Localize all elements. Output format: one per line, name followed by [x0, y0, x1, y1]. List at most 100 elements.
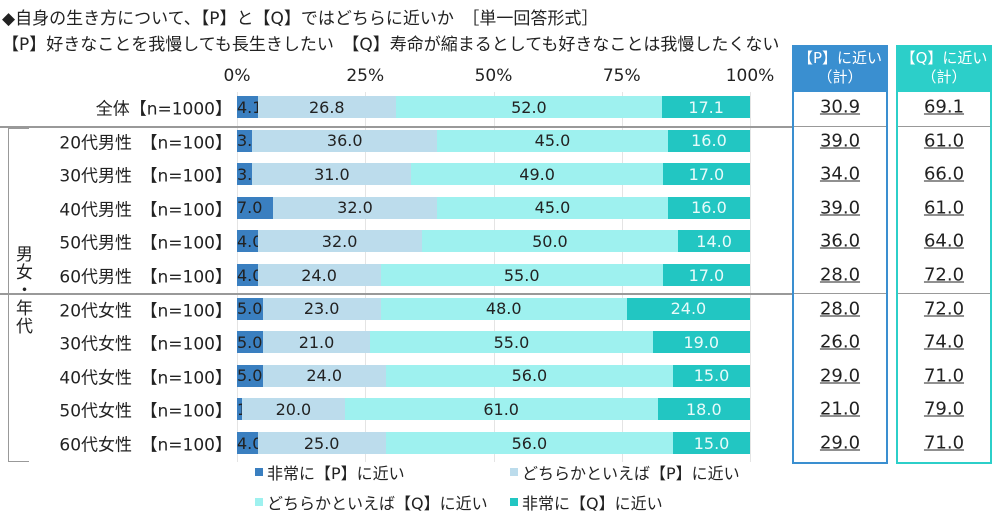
legend-label: どちらかといえば【P】に近い — [522, 464, 740, 483]
p-total-value: 39.0 — [819, 130, 861, 152]
bar-segment: 19.0 — [652, 331, 750, 354]
legend-swatch — [510, 468, 518, 476]
p-total-column: 【P】に近い （計） 30.9 39.0 34.0 39.0 36.0 28.0 28.0 26… — [792, 45, 888, 464]
bar-segment: 50.0 — [421, 230, 679, 253]
bar-segment: 56.0 — [385, 364, 674, 387]
category-label: 30代男性 【n=100】 — [59, 166, 232, 187]
bar-segment: 26.8 — [258, 96, 396, 118]
bar-segment: 20.0 — [242, 398, 345, 421]
group-bracket — [8, 128, 29, 462]
bar-segment: 56.0 — [385, 432, 674, 454]
bar-segment: 36.0 — [252, 129, 438, 152]
p-total-value: 26.0 — [819, 331, 861, 353]
p-header-line1: 【P】に近い — [797, 49, 883, 67]
q-total-value: 71.0 — [923, 432, 965, 454]
bar-segment: 4.0 — [237, 264, 263, 286]
cell-divider — [794, 126, 886, 127]
bar-segment: 24.0 — [257, 264, 381, 286]
p-header-line2: （計） — [817, 68, 863, 86]
category-label: 50代女性 【n=100】 — [59, 401, 232, 422]
bar-segment: 14.0 — [678, 230, 750, 253]
row-separator — [0, 126, 792, 128]
p-total-value: 36.0 — [819, 230, 861, 252]
q-total-value: 71.0 — [923, 365, 965, 387]
p-total-value: 28.0 — [819, 264, 861, 286]
bar-segment: 55.0 — [380, 264, 663, 286]
q-total-value: 61.0 — [923, 197, 965, 219]
bar-segment: 23.0 — [262, 297, 381, 320]
bar-segment: 4.0 — [237, 432, 263, 454]
cell-divider — [794, 293, 886, 294]
q-total-value: 74.0 — [923, 331, 965, 353]
category-label: 20代女性 【n=100】 — [59, 301, 232, 322]
cell-divider — [898, 126, 990, 127]
p-total-header: 【P】に近い （計） — [794, 47, 886, 92]
p-total-value: 30.9 — [819, 96, 861, 118]
q-total-value: 61.0 — [923, 130, 965, 152]
bar-segment: 5.0 — [237, 297, 263, 320]
chart-subtitle: 【P】好きなことを我慢しても長生きしたい 【Q】寿命が縮まるとしても好きなことは… — [2, 35, 780, 55]
x-tick-label: 25% — [346, 66, 385, 86]
bar-segment: 15.0 — [673, 432, 750, 454]
bar-segment: 24.0 — [262, 364, 386, 387]
bar-segment: 3.0 — [237, 129, 263, 152]
bar-segment: 5.0 — [237, 331, 263, 354]
bar-segment: 25.0 — [257, 432, 386, 454]
x-tick-label: 100% — [725, 66, 775, 86]
x-tick-label: 50% — [474, 66, 513, 86]
legend-item: どちらかといえば【P】に近い — [510, 460, 740, 484]
bar-segment: 16.0 — [667, 196, 750, 219]
legend-label: 非常に【P】に近い — [267, 464, 405, 483]
q-total-value: 72.0 — [923, 264, 965, 286]
legend-item: 非常に【P】に近い — [255, 460, 405, 484]
p-total-value: 21.0 — [819, 398, 861, 420]
legend-item: 非常に【Q】に近い — [510, 490, 663, 514]
bar-segment: 52.0 — [395, 96, 663, 118]
q-total-value: 64.0 — [923, 230, 965, 252]
legend-swatch — [510, 498, 518, 506]
legend-swatch — [255, 498, 263, 506]
q-total-value: 79.0 — [923, 398, 965, 420]
q-total-column: 【Q】に近い （計） 69.1 61.0 66.0 61.0 64.0 72.0 72.0 74… — [896, 45, 992, 464]
bar-segment: 4.0 — [237, 230, 263, 253]
category-label: 60代女性 【n=100】 — [59, 435, 232, 456]
group-label: 男女・年代 — [12, 245, 32, 335]
q-header-line2: （計） — [921, 68, 967, 86]
bar-segment: 7.0 — [237, 196, 273, 219]
cell-divider — [898, 293, 990, 294]
category-label: 30代女性 【n=100】 — [59, 334, 232, 355]
p-total-value: 39.0 — [819, 197, 861, 219]
bar-segment: 32.0 — [272, 196, 438, 219]
p-total-value: 34.0 — [819, 163, 861, 185]
category-label: 40代女性 【n=100】 — [59, 368, 232, 389]
x-tick-label: 0% — [223, 66, 251, 86]
x-tick-label: 75% — [602, 66, 641, 86]
q-total-value: 72.0 — [923, 298, 965, 320]
bar-segment: 18.0 — [657, 398, 750, 421]
q-total-value: 66.0 — [923, 163, 965, 185]
bar-segment: 21.0 — [262, 331, 371, 354]
gridline — [750, 92, 751, 462]
bar-segment: 17.0 — [662, 163, 750, 186]
category-label: 20代男性 【n=100】 — [59, 133, 232, 154]
bar-segment: 31.0 — [252, 163, 412, 186]
p-total-value: 28.0 — [819, 298, 861, 320]
bar-segment: 17.1 — [662, 96, 750, 118]
q-total-value: 69.1 — [923, 96, 965, 118]
legend-swatch — [255, 468, 263, 476]
bar-segment: 16.0 — [667, 129, 750, 152]
p-total-value: 29.0 — [819, 365, 861, 387]
bar-segment: 45.0 — [437, 196, 668, 219]
bar-segment: 48.0 — [380, 297, 627, 320]
chart-title: ◆自身の生き方について、【P】と【Q】ではどちらに近いか ［単一回答形式］ — [2, 9, 599, 29]
p-total-value: 29.0 — [819, 432, 861, 454]
bar-segment: 17.0 — [662, 264, 750, 286]
category-label: 全体【n=1000】 — [95, 99, 232, 120]
bar-segment: 55.0 — [370, 331, 653, 354]
bar-segment: 3.0 — [237, 163, 263, 186]
category-label: 50代男性 【n=100】 — [59, 233, 232, 254]
row-separator — [0, 293, 792, 295]
legend-label: 非常に【Q】に近い — [522, 494, 663, 513]
bar-segment: 45.0 — [437, 129, 668, 152]
category-label: 60代男性 【n=100】 — [59, 267, 232, 288]
